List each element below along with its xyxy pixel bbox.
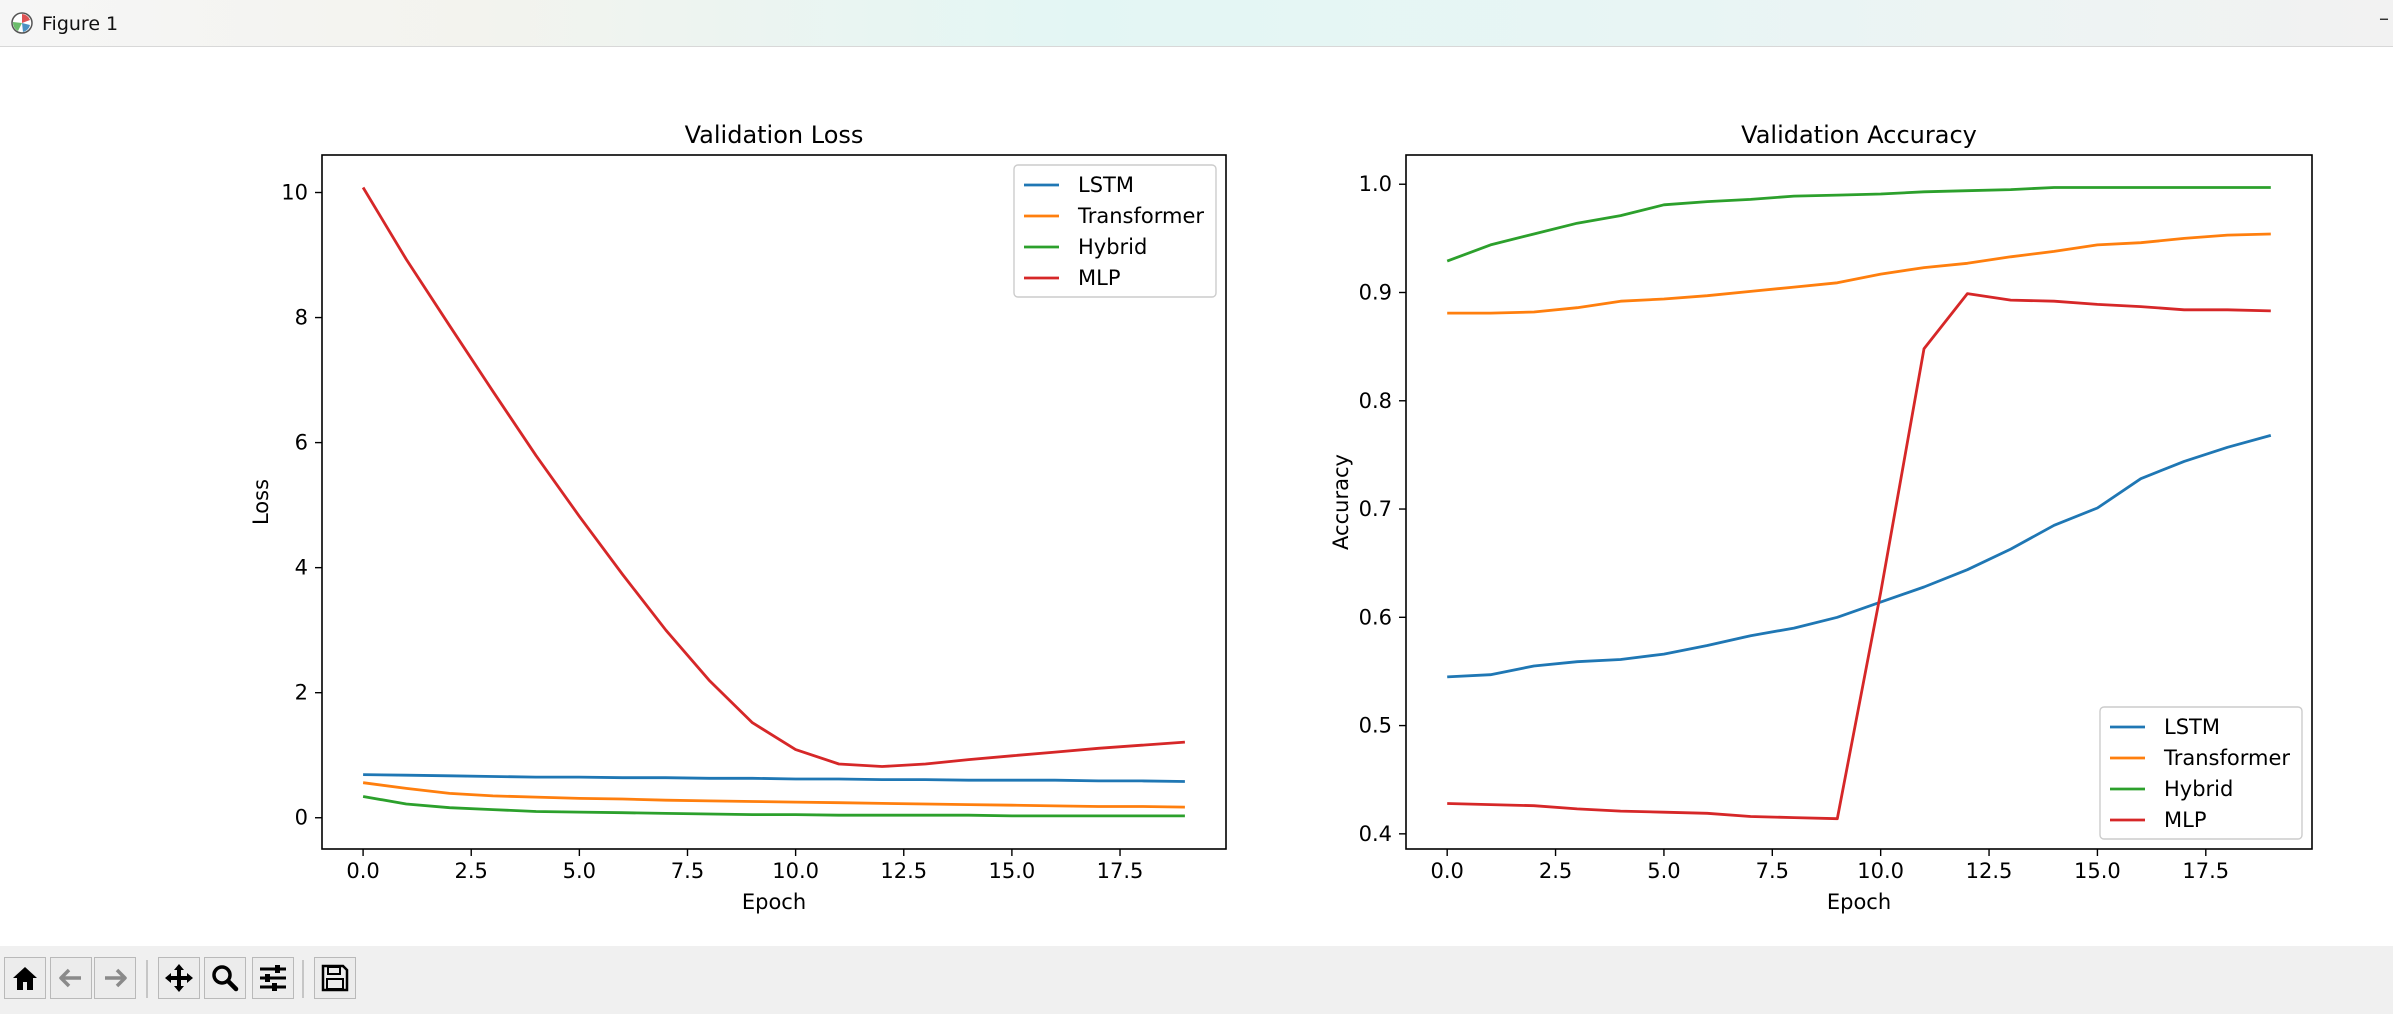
legend: LSTM Transformer Hybrid MLP bbox=[2099, 706, 2303, 840]
x-tick-label: 12.5 bbox=[880, 859, 927, 883]
y-tick-label: 6 bbox=[295, 431, 308, 455]
x-tick-label: 5.0 bbox=[1647, 859, 1680, 883]
navigation-toolbar bbox=[0, 946, 2393, 1014]
y-tick-label: 0.4 bbox=[1359, 822, 1392, 846]
legend-label: Transformer bbox=[1077, 204, 1204, 228]
y-tick-label: 0.6 bbox=[1359, 605, 1392, 629]
legend-label: Hybrid bbox=[1078, 235, 1147, 259]
series-line-transformer bbox=[362, 781, 1185, 809]
x-tick-label: 2.5 bbox=[1539, 859, 1572, 883]
x-tick-label: 17.5 bbox=[2182, 859, 2229, 883]
series-line-hybrid bbox=[362, 795, 1185, 818]
series-line-hybrid bbox=[1446, 186, 2271, 263]
y-tick-label: 10 bbox=[281, 181, 308, 205]
pan-button[interactable] bbox=[158, 957, 200, 999]
x-axis-label: Epoch bbox=[742, 890, 806, 914]
series-line-transformer bbox=[1447, 232, 2271, 315]
y-tick-label: 0.9 bbox=[1359, 281, 1392, 305]
x-tick-label: 15.0 bbox=[989, 859, 1036, 883]
configure-subplots-button[interactable] bbox=[252, 957, 294, 999]
x-tick-label: 7.5 bbox=[1756, 859, 1789, 883]
chart-1: Validation Loss 0.0 2.5 5.0 7.5 10.0 12.5 15.0 1… bbox=[249, 121, 1227, 914]
x-tick-label: 15.0 bbox=[2074, 859, 2121, 883]
y-tick-label: 0.8 bbox=[1359, 389, 1392, 413]
x-tick-label: 0.0 bbox=[1430, 859, 1463, 883]
legend-label: Transformer bbox=[2163, 746, 2290, 770]
axes-frame bbox=[1405, 154, 2313, 850]
x-tick-label: 10.0 bbox=[772, 859, 819, 883]
floppy-disk-icon bbox=[321, 964, 349, 992]
x-tick-label: 7.5 bbox=[671, 859, 704, 883]
legend-label: MLP bbox=[2164, 808, 2206, 832]
forward-button[interactable] bbox=[94, 957, 136, 999]
y-axis-label: Accuracy bbox=[1329, 454, 1353, 550]
arrow-right-icon bbox=[105, 968, 127, 988]
minimize-button[interactable]: – bbox=[2379, 6, 2389, 30]
zoom-button[interactable] bbox=[204, 957, 246, 999]
back-button[interactable] bbox=[50, 957, 92, 999]
legend-label: MLP bbox=[1078, 266, 1120, 290]
chart-title: Validation Accuracy bbox=[1741, 121, 1977, 149]
y-tick-label: 8 bbox=[295, 306, 308, 330]
matplotlib-icon bbox=[11, 12, 33, 34]
axes-frame bbox=[321, 154, 1227, 850]
legend: LSTM Transformer Hybrid MLP bbox=[1013, 164, 1217, 298]
chart-title: Validation Loss bbox=[685, 121, 864, 149]
series-line-lstm bbox=[363, 773, 1185, 783]
magnifier-icon bbox=[212, 965, 239, 992]
toolbar-separator bbox=[146, 960, 148, 998]
save-button[interactable] bbox=[314, 957, 356, 999]
window-title-bar: Figure 1 – bbox=[0, 0, 2393, 47]
series-line-lstm bbox=[1447, 434, 2272, 679]
x-tick-label: 5.0 bbox=[563, 859, 596, 883]
figure-canvas: Validation Loss 0.0 2.5 5.0 7.5 10.0 12.5 15.0 1… bbox=[0, 47, 2393, 946]
legend-label: LSTM bbox=[2164, 715, 2220, 739]
figure-plots: Validation Loss 0.0 2.5 5.0 7.5 10.0 12.5 15.0 1… bbox=[249, 121, 2313, 914]
window-title: Figure 1 bbox=[42, 13, 119, 35]
legend-label: LSTM bbox=[1078, 173, 1134, 197]
legend-box bbox=[1013, 164, 1217, 298]
move-icon bbox=[165, 964, 193, 992]
arrow-left-icon bbox=[59, 968, 81, 988]
x-axis-label: Epoch bbox=[1827, 890, 1891, 914]
legend-label: Hybrid bbox=[2164, 777, 2233, 801]
series-line-mlp bbox=[1447, 292, 2271, 821]
y-tick-label: 1.0 bbox=[1359, 172, 1392, 196]
x-tick-label: 2.5 bbox=[455, 859, 488, 883]
x-tick-label: 0.0 bbox=[346, 859, 379, 883]
chart-2: Validation Accuracy 0.0 2.5 5.0 7.5 10.0 12.5 1… bbox=[1329, 121, 2313, 914]
y-tick-label: 0 bbox=[295, 806, 308, 830]
x-tick-label: 10.0 bbox=[1857, 859, 1904, 883]
home-icon bbox=[13, 967, 37, 990]
x-tick-label: 12.5 bbox=[1966, 859, 2013, 883]
y-axis-label: Loss bbox=[249, 479, 273, 525]
series-line-mlp bbox=[361, 186, 1186, 768]
y-tick-label: 2 bbox=[295, 681, 308, 705]
y-tick-label: 0.5 bbox=[1359, 714, 1392, 738]
toolbar-separator bbox=[302, 960, 304, 998]
y-tick-label: 0.7 bbox=[1359, 497, 1392, 521]
x-tick-label: 17.5 bbox=[1097, 859, 1144, 883]
legend-box bbox=[2099, 706, 2303, 840]
home-button[interactable] bbox=[4, 957, 46, 999]
sliders-icon bbox=[260, 965, 286, 991]
y-tick-label: 4 bbox=[295, 556, 308, 580]
